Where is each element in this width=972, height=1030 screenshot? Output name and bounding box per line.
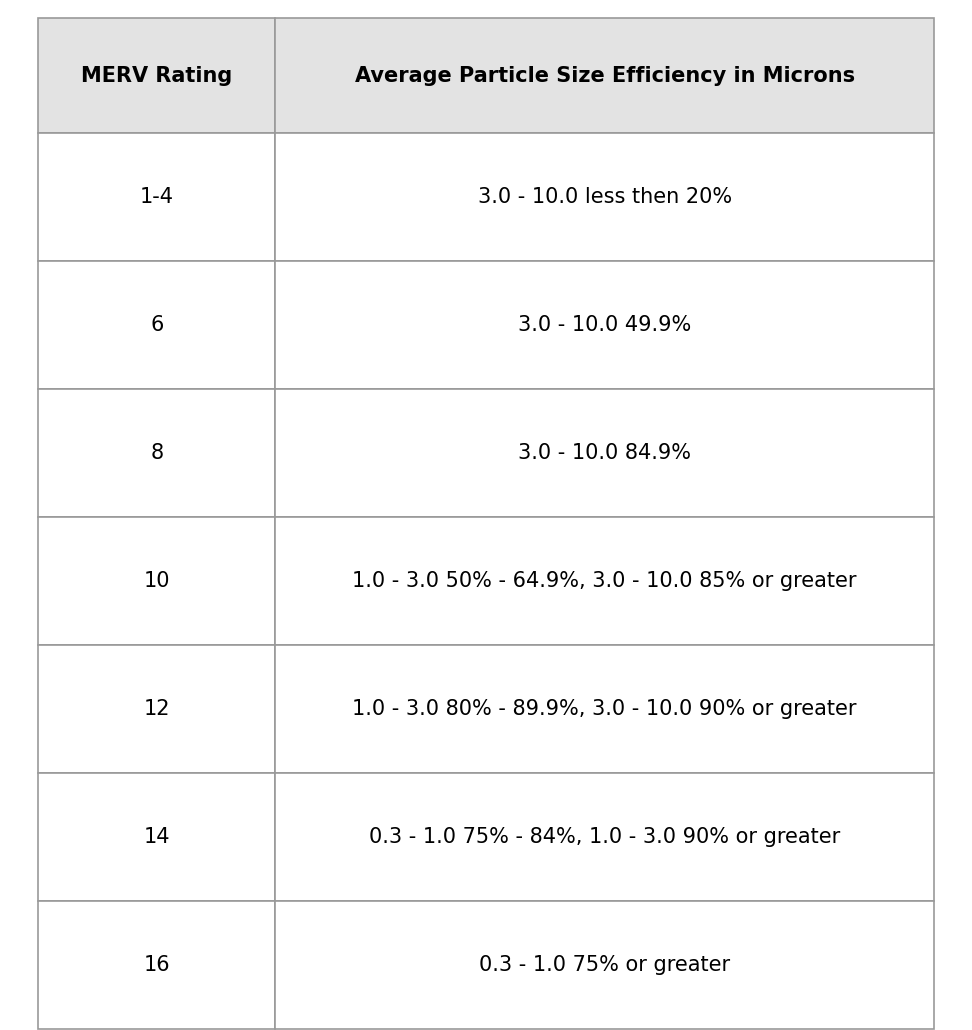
Text: 8: 8: [150, 443, 163, 464]
Bar: [38, 901, 275, 1029]
Text: Average Particle Size Efficiency in Microns: Average Particle Size Efficiency in Micr…: [355, 66, 854, 85]
Text: MERV Rating: MERV Rating: [81, 66, 232, 85]
Bar: [38, 772, 275, 901]
Bar: [275, 261, 934, 389]
Bar: [275, 133, 934, 261]
Text: 3.0 - 10.0 84.9%: 3.0 - 10.0 84.9%: [518, 443, 691, 464]
Bar: [38, 389, 275, 517]
Bar: [275, 901, 934, 1029]
Bar: [275, 645, 934, 772]
Bar: [38, 18, 275, 133]
Text: 3.0 - 10.0 49.9%: 3.0 - 10.0 49.9%: [518, 315, 691, 335]
Bar: [38, 133, 275, 261]
Text: 1.0 - 3.0 80% - 89.9%, 3.0 - 10.0 90% or greater: 1.0 - 3.0 80% - 89.9%, 3.0 - 10.0 90% or…: [353, 699, 857, 719]
Bar: [38, 645, 275, 772]
Text: 1-4: 1-4: [140, 187, 174, 207]
Bar: [38, 261, 275, 389]
Bar: [275, 772, 934, 901]
Bar: [275, 389, 934, 517]
Text: 0.3 - 1.0 75% - 84%, 1.0 - 3.0 90% or greater: 0.3 - 1.0 75% - 84%, 1.0 - 3.0 90% or gr…: [369, 827, 841, 847]
Text: 14: 14: [144, 827, 170, 847]
Bar: [275, 517, 934, 645]
Text: 3.0 - 10.0 less then 20%: 3.0 - 10.0 less then 20%: [477, 187, 732, 207]
Text: 1.0 - 3.0 50% - 64.9%, 3.0 - 10.0 85% or greater: 1.0 - 3.0 50% - 64.9%, 3.0 - 10.0 85% or…: [353, 571, 857, 591]
Text: 0.3 - 1.0 75% or greater: 0.3 - 1.0 75% or greater: [479, 955, 730, 975]
Bar: [275, 18, 934, 133]
Text: 16: 16: [144, 955, 170, 975]
Text: 12: 12: [144, 699, 170, 719]
Text: 10: 10: [144, 571, 170, 591]
Bar: [38, 517, 275, 645]
Text: 6: 6: [150, 315, 163, 335]
